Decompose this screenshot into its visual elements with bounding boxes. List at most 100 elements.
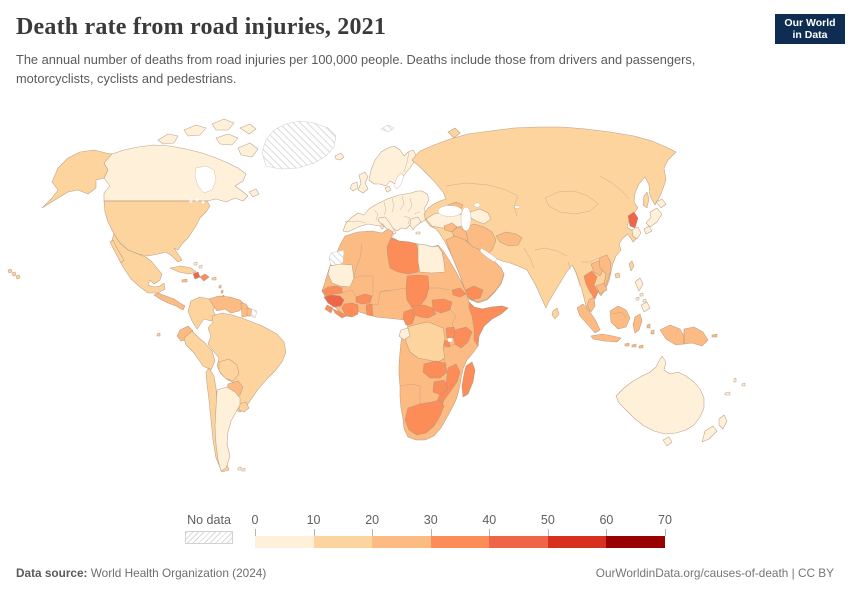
country-dominican-republic[interactable]: [199, 273, 210, 282]
country-tasmania[interactable]: [662, 436, 673, 447]
country-sakhalin[interactable]: [642, 191, 650, 209]
country-japan-kyushu[interactable]: [643, 225, 653, 235]
country-iceland[interactable]: [334, 152, 345, 161]
country-cambodia[interactable]: [595, 282, 608, 295]
country-papua-new-guinea[interactable]: [683, 326, 709, 347]
country-alaska[interactable]: [41, 149, 113, 209]
no-data-swatch[interactable]: [185, 531, 233, 544]
country-sumatra[interactable]: [576, 303, 601, 334]
region-moluccas[interactable]: [646, 323, 655, 335]
country-mauritania[interactable]: [327, 263, 355, 288]
country-borneo[interactable]: [609, 305, 631, 330]
country-canada-island[interactable]: [157, 133, 179, 145]
country-south-africa[interactable]: [404, 399, 445, 436]
country-guinea[interactable]: [323, 294, 345, 308]
country-ireland[interactable]: [349, 181, 359, 192]
country-hainan[interactable]: [614, 272, 621, 279]
credit-link[interactable]: OurWorldinData.org/causes-of-death | CC …: [595, 566, 834, 580]
country-greenland[interactable]: [261, 120, 337, 170]
country-liberia[interactable]: [332, 308, 347, 319]
country-new-zealand-south[interactable]: [701, 425, 718, 443]
country-libya[interactable]: [386, 237, 420, 275]
country-syria[interactable]: [443, 222, 458, 233]
country-hawaii[interactable]: [7, 268, 21, 280]
country-sri-lanka[interactable]: [551, 307, 560, 320]
country-thailand[interactable]: [583, 270, 599, 300]
country-philippines-mindanao[interactable]: [640, 301, 651, 313]
legend-bin-60-70[interactable]: [606, 536, 666, 548]
region-togo-benin[interactable]: [365, 303, 374, 317]
country-canada[interactable]: [103, 144, 249, 203]
legend-bin-10-20[interactable]: [313, 536, 373, 548]
legend-bin-50-60[interactable]: [547, 536, 607, 548]
region-europe-mainland[interactable]: [342, 190, 430, 233]
country-philippines-luzon[interactable]: [634, 277, 644, 292]
country-south-korea[interactable]: [631, 226, 642, 240]
country-afghanistan[interactable]: [495, 231, 523, 247]
country-north-korea[interactable]: [627, 211, 639, 229]
country-western-sahara[interactable]: [328, 249, 345, 267]
country-peru[interactable]: [183, 330, 216, 371]
region-central-america[interactable]: [153, 292, 186, 311]
owid-logo[interactable]: Our World in Data: [775, 14, 845, 44]
country-gabon[interactable]: [398, 327, 411, 341]
country-newfoundland[interactable]: [248, 188, 260, 198]
region-scandinavia[interactable]: [368, 145, 417, 187]
country-italy[interactable]: [377, 216, 397, 236]
country-canada-island[interactable]: [215, 133, 239, 146]
country-dr-congo[interactable]: [403, 321, 446, 363]
country-denmark[interactable]: [384, 185, 392, 193]
country-indonesia-papua[interactable]: [659, 324, 685, 346]
country-sardinia[interactable]: [380, 223, 384, 230]
country-french-guiana[interactable]: [250, 308, 258, 319]
country-venezuela[interactable]: [208, 295, 246, 314]
country-uganda[interactable]: [445, 326, 456, 339]
country-bahamas[interactable]: [193, 261, 203, 269]
country-baja[interactable]: [109, 239, 125, 264]
country-australia[interactable]: [615, 355, 705, 435]
country-eritrea[interactable]: [451, 287, 467, 298]
country-madagascar[interactable]: [461, 361, 476, 398]
country-new-britain[interactable]: [711, 333, 718, 338]
country-zimbabwe[interactable]: [432, 379, 449, 396]
country-japan-hokkaido[interactable]: [655, 198, 667, 209]
country-malaysia[interactable]: [586, 296, 596, 313]
country-novaya-zemlya[interactable]: [447, 127, 461, 139]
legend-bin-30-40[interactable]: [430, 536, 490, 548]
country-egypt[interactable]: [417, 243, 446, 274]
country-mexico[interactable]: [110, 233, 166, 294]
country-cameroon[interactable]: [402, 308, 416, 326]
country-crete[interactable]: [415, 231, 421, 235]
country-senegal[interactable]: [321, 285, 343, 297]
country-jamaica[interactable]: [181, 278, 188, 283]
legend-bin-40-50[interactable]: [489, 536, 548, 548]
country-somalia[interactable]: [468, 301, 509, 347]
country-java[interactable]: [590, 333, 622, 343]
region-lesser-sunda[interactable]: [624, 342, 644, 349]
country-japan-honshu[interactable]: [645, 207, 663, 228]
country-new-zealand-north[interactable]: [718, 414, 728, 430]
country-canada-island[interactable]: [237, 142, 259, 158]
country-taiwan[interactable]: [628, 260, 635, 272]
country-puerto-rico[interactable]: [211, 276, 217, 281]
country-canada-island[interactable]: [239, 123, 257, 135]
country-central-african-republic[interactable]: [412, 304, 437, 319]
country-sierra-leone[interactable]: [324, 304, 334, 314]
country-bolivia[interactable]: [218, 358, 240, 382]
country-uruguay[interactable]: [238, 401, 250, 413]
country-argentina[interactable]: [214, 386, 241, 472]
country-falklands[interactable]: [237, 466, 246, 472]
region-pacific-islands[interactable]: [724, 377, 746, 396]
country-canada-island[interactable]: [211, 118, 235, 131]
country-burkina-faso[interactable]: [355, 293, 373, 305]
region-arabian-peninsula[interactable]: [445, 235, 505, 303]
country-philippines-visayas[interactable]: [635, 292, 647, 303]
country-haiti[interactable]: [192, 271, 201, 280]
country-canada-island[interactable]: [183, 124, 207, 137]
country-ivory-coast[interactable]: [341, 302, 359, 318]
country-sulawesi[interactable]: [632, 313, 643, 334]
country-uzbekistan[interactable]: [469, 208, 492, 225]
legend-bin-20-30[interactable]: [372, 536, 431, 548]
country-svalbard[interactable]: [380, 124, 395, 133]
country-uk[interactable]: [357, 171, 369, 194]
